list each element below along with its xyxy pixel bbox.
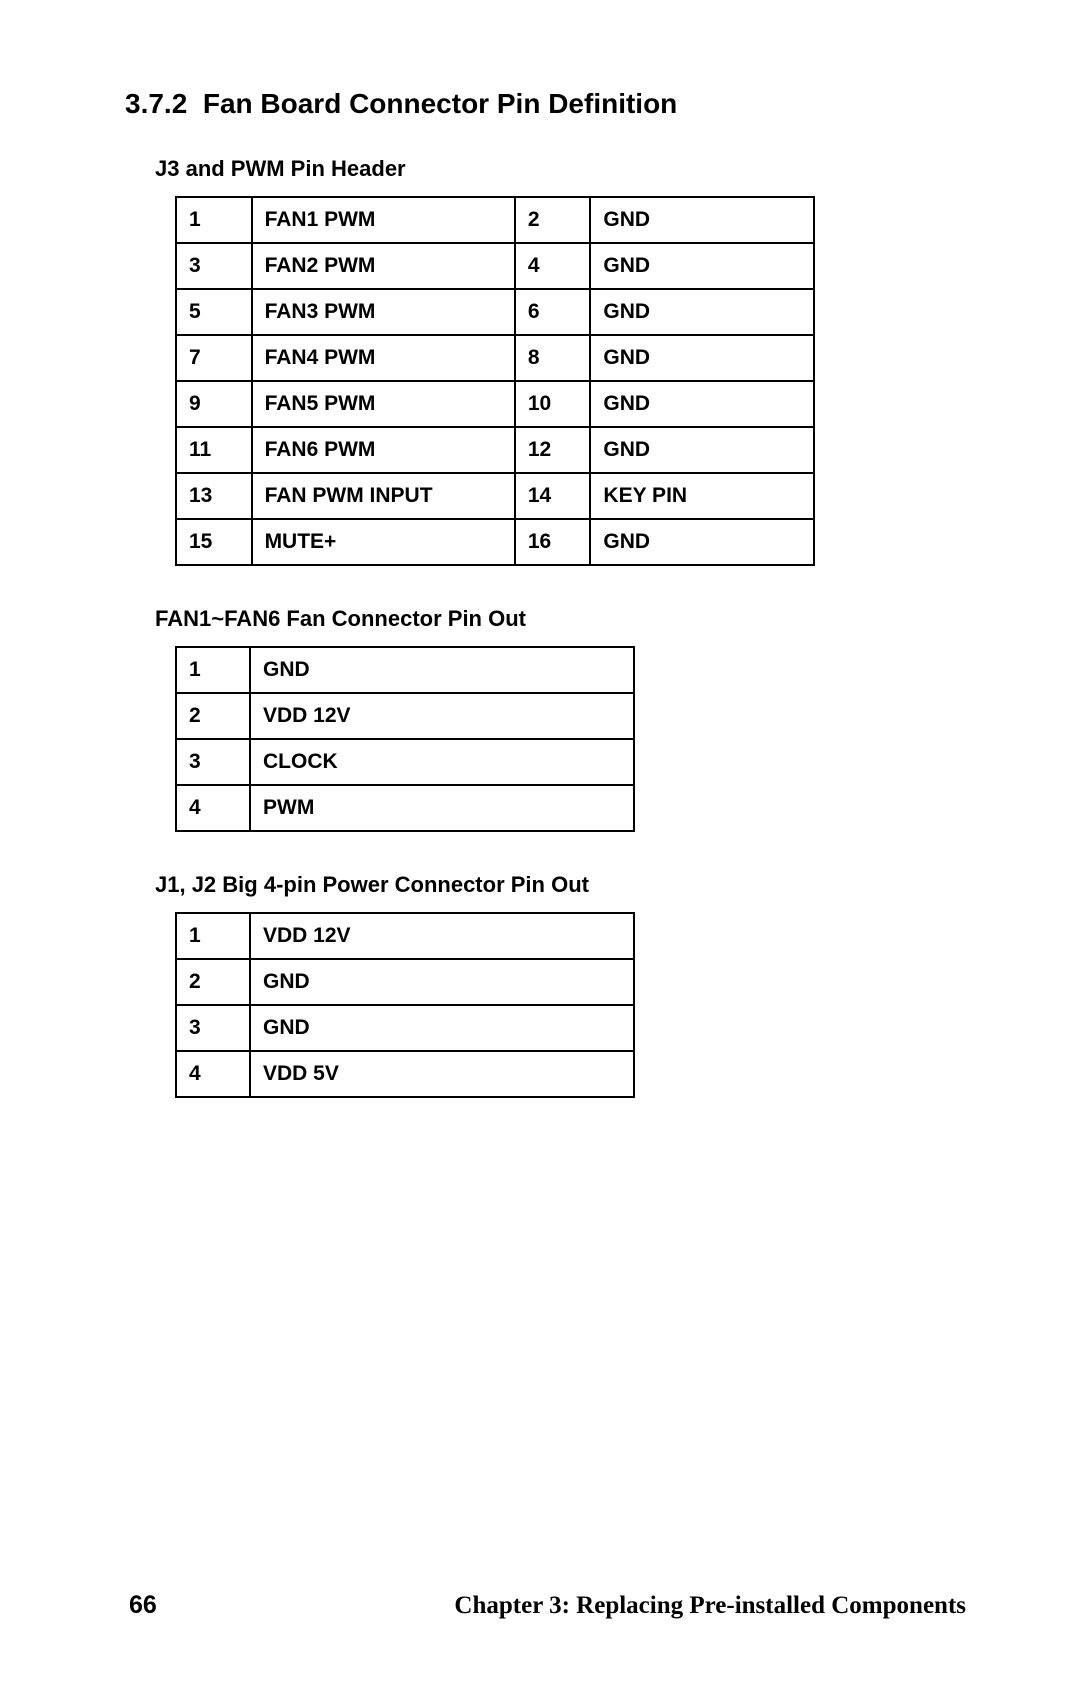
- page-footer: 66 Chapter 3: Replacing Pre-installed Co…: [125, 1591, 970, 1630]
- pin-name: GND: [590, 289, 814, 335]
- pin-num: 2: [176, 693, 250, 739]
- table-row: 2 VDD 12V: [176, 693, 634, 739]
- pin-name: GND: [590, 335, 814, 381]
- table3-caption: J1, J2 Big 4-pin Power Connector Pin Out: [155, 872, 970, 898]
- table1-caption: J3 and PWM Pin Header: [155, 156, 970, 182]
- table-row: 1 GND: [176, 647, 634, 693]
- table-row: 11 FAN6 PWM 12 GND: [176, 427, 814, 473]
- pin-num: 4: [176, 1051, 250, 1097]
- table-row: 7 FAN4 PWM 8 GND: [176, 335, 814, 381]
- table-row: 13 FAN PWM INPUT 14 KEY PIN: [176, 473, 814, 519]
- pin-num: 8: [515, 335, 591, 381]
- pin-num: 13: [176, 473, 252, 519]
- pin-num: 15: [176, 519, 252, 565]
- pin-num: 4: [515, 243, 591, 289]
- pin-name: GND: [590, 519, 814, 565]
- j3-pwm-table: 1 FAN1 PWM 2 GND 3 FAN2 PWM 4 GND 5 FAN3…: [175, 196, 815, 566]
- pin-num: 3: [176, 243, 252, 289]
- pin-name: GND: [590, 243, 814, 289]
- pin-num: 1: [176, 647, 250, 693]
- pin-name: FAN1 PWM: [252, 197, 515, 243]
- table-row: 9 FAN5 PWM 10 GND: [176, 381, 814, 427]
- power-connector-table: 1 VDD 12V 2 GND 3 GND 4 VDD 5V: [175, 912, 635, 1098]
- pin-num: 7: [176, 335, 252, 381]
- table-row: 5 FAN3 PWM 6 GND: [176, 289, 814, 335]
- table-row: 1 VDD 12V: [176, 913, 634, 959]
- table-row: 4 PWM: [176, 785, 634, 831]
- pin-num: 1: [176, 913, 250, 959]
- pin-name: MUTE+: [252, 519, 515, 565]
- pin-name: GND: [590, 381, 814, 427]
- pin-num: 3: [176, 739, 250, 785]
- fan-connector-table: 1 GND 2 VDD 12V 3 CLOCK 4 PWM: [175, 646, 635, 832]
- section-title: 3.7.2 Fan Board Connector Pin Definition: [125, 88, 970, 120]
- pin-num: 10: [515, 381, 591, 427]
- fan-connector-tbody: 1 GND 2 VDD 12V 3 CLOCK 4 PWM: [176, 647, 634, 831]
- section-heading: Fan Board Connector Pin Definition: [203, 88, 677, 119]
- pin-num: 5: [176, 289, 252, 335]
- table-row: 3 FAN2 PWM 4 GND: [176, 243, 814, 289]
- pin-name: PWM: [250, 785, 634, 831]
- pin-name: FAN5 PWM: [252, 381, 515, 427]
- table-row: 1 FAN1 PWM 2 GND: [176, 197, 814, 243]
- pin-name: FAN PWM INPUT: [252, 473, 515, 519]
- pin-name: GND: [590, 427, 814, 473]
- pin-name: CLOCK: [250, 739, 634, 785]
- table-row: 3 GND: [176, 1005, 634, 1051]
- page-number: 66: [129, 1591, 157, 1620]
- pin-name: VDD 12V: [250, 913, 634, 959]
- j3-pwm-tbody: 1 FAN1 PWM 2 GND 3 FAN2 PWM 4 GND 5 FAN3…: [176, 197, 814, 565]
- document-page: 3.7.2 Fan Board Connector Pin Definition…: [0, 0, 1080, 1690]
- pin-name: FAN3 PWM: [252, 289, 515, 335]
- pin-num: 16: [515, 519, 591, 565]
- table2-caption: FAN1~FAN6 Fan Connector Pin Out: [155, 606, 970, 632]
- chapter-title: Chapter 3: Replacing Pre-installed Compo…: [454, 1592, 966, 1620]
- pin-name: FAN6 PWM: [252, 427, 515, 473]
- table-row: 15 MUTE+ 16 GND: [176, 519, 814, 565]
- pin-num: 1: [176, 197, 252, 243]
- pin-num: 14: [515, 473, 591, 519]
- pin-name: VDD 5V: [250, 1051, 634, 1097]
- pin-num: 2: [176, 959, 250, 1005]
- pin-name: VDD 12V: [250, 693, 634, 739]
- pin-name: GND: [590, 197, 814, 243]
- pin-num: 3: [176, 1005, 250, 1051]
- pin-num: 4: [176, 785, 250, 831]
- pin-name: GND: [250, 647, 634, 693]
- table-row: 4 VDD 5V: [176, 1051, 634, 1097]
- pin-name: FAN4 PWM: [252, 335, 515, 381]
- pin-num: 6: [515, 289, 591, 335]
- table-row: 2 GND: [176, 959, 634, 1005]
- pin-name: KEY PIN: [590, 473, 814, 519]
- pin-name: FAN2 PWM: [252, 243, 515, 289]
- power-connector-tbody: 1 VDD 12V 2 GND 3 GND 4 VDD 5V: [176, 913, 634, 1097]
- table-row: 3 CLOCK: [176, 739, 634, 785]
- pin-num: 12: [515, 427, 591, 473]
- spacer: [125, 1138, 970, 1591]
- pin-num: 9: [176, 381, 252, 427]
- pin-name: GND: [250, 1005, 634, 1051]
- section-number: 3.7.2: [125, 88, 187, 119]
- pin-name: GND: [250, 959, 634, 1005]
- pin-num: 11: [176, 427, 252, 473]
- pin-num: 2: [515, 197, 591, 243]
